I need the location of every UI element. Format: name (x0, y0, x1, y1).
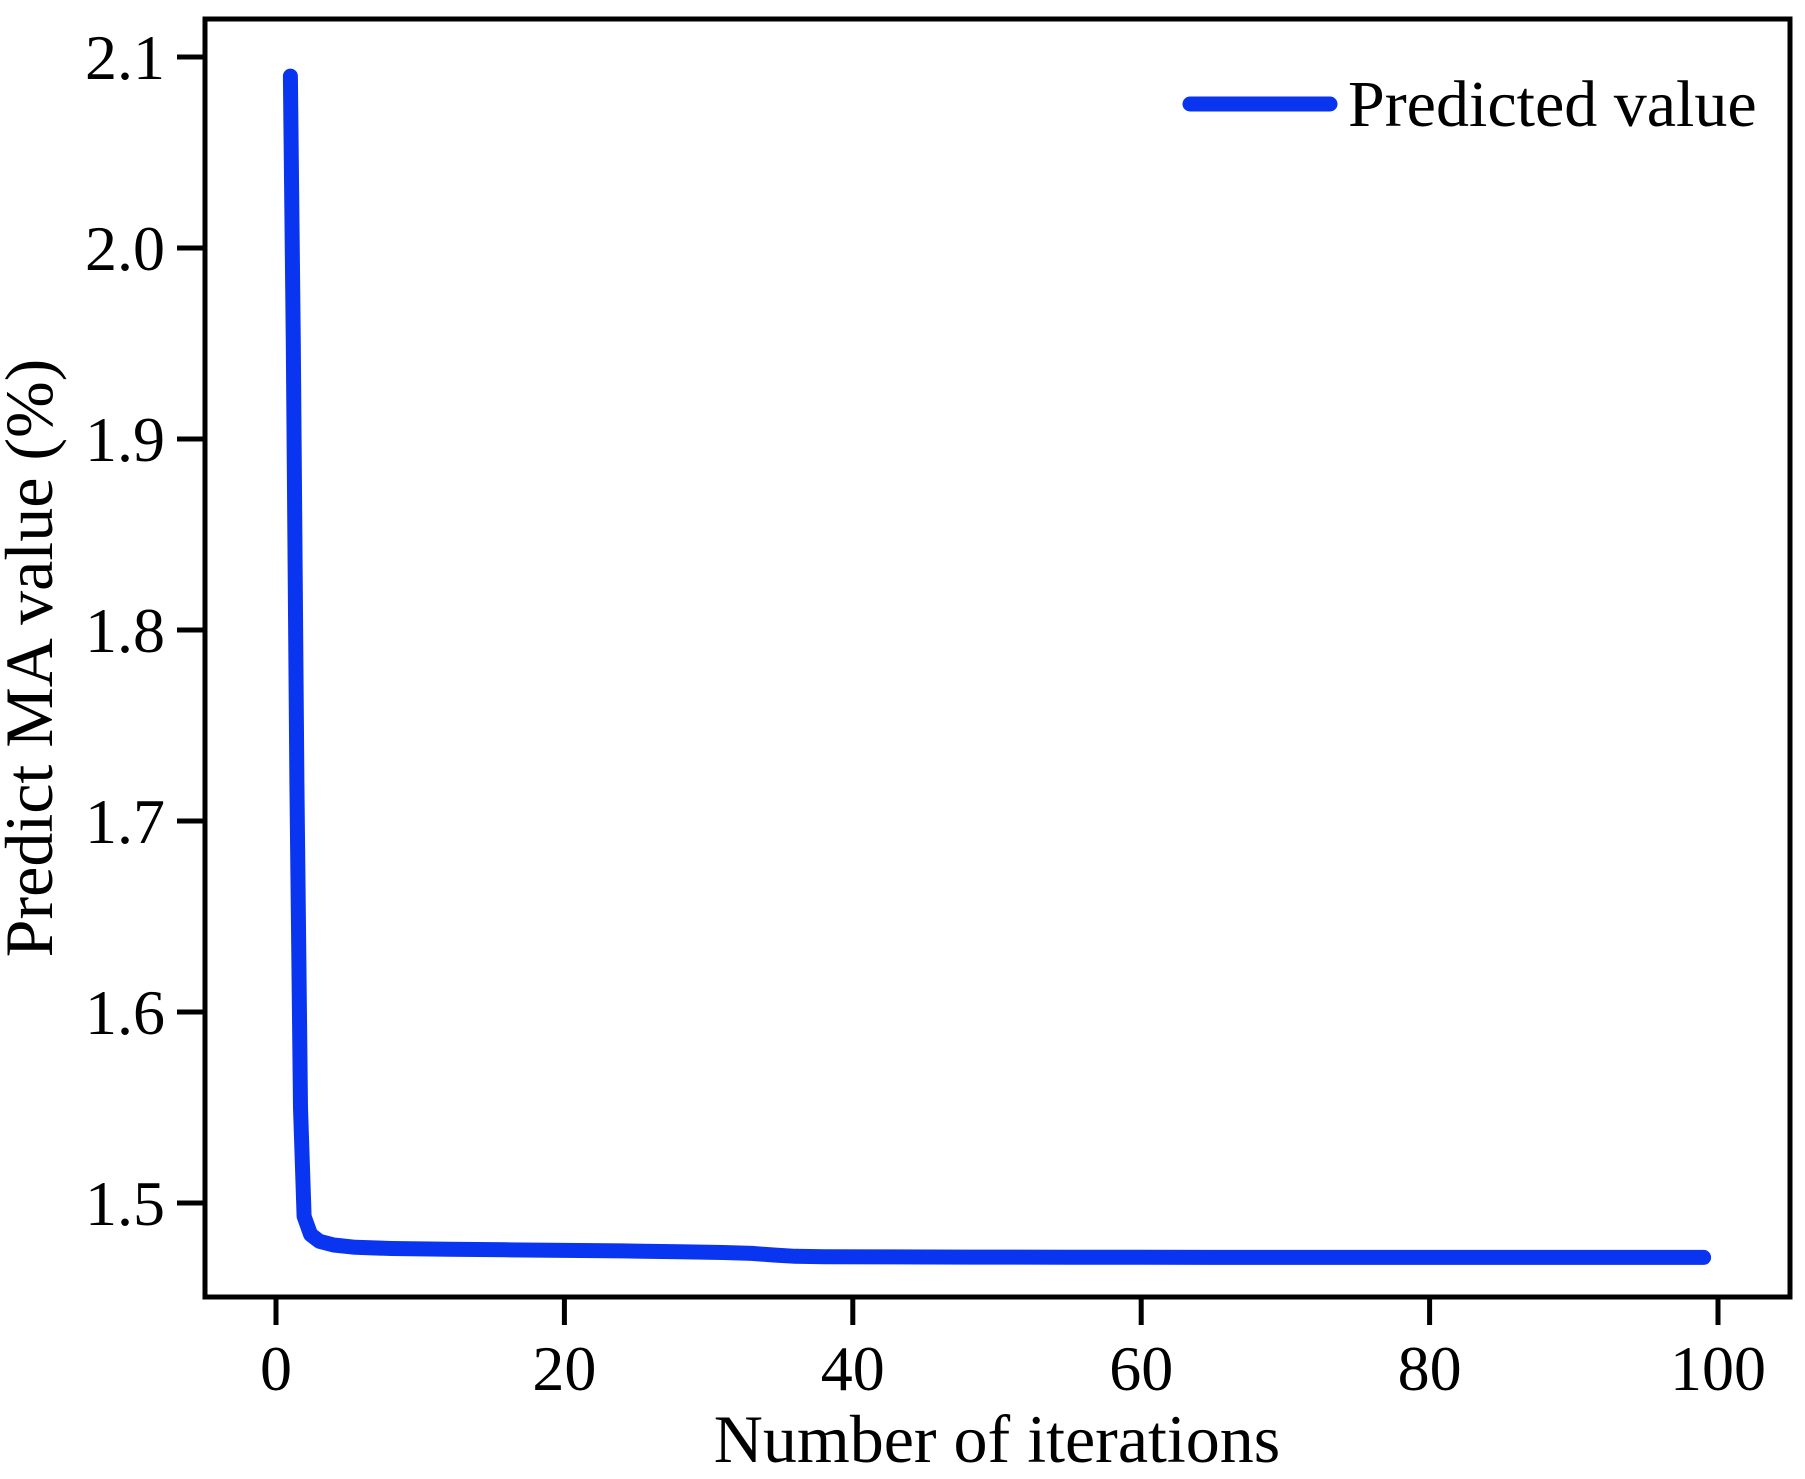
x-tick-label: 60 (1109, 1333, 1173, 1404)
y-tick-label: 1.5 (85, 1168, 165, 1239)
y-tick-label: 1.6 (85, 977, 165, 1048)
x-tick-label: 20 (532, 1333, 596, 1404)
x-axis-title: Number of iterations (714, 1401, 1281, 1477)
y-axis-title: Predict MA value (%) (0, 359, 67, 958)
y-tick-label: 1.9 (85, 404, 165, 475)
axis-tick-labels: 1.5 1.6 1.7 1.8 1.9 2.0 2.1 0 20 40 60 80 100 (85, 22, 1766, 1404)
plot-frame (202, 16, 1793, 1300)
plot-border (202, 16, 1793, 1300)
y-tick-label: 2.1 (85, 22, 165, 93)
y-tick-label: 1.7 (85, 786, 165, 857)
predicted-value-line (282, 68, 1712, 1265)
x-tick-label: 80 (1398, 1333, 1462, 1404)
x-tick-label: 100 (1670, 1333, 1766, 1404)
y-tick-label: 1.8 (85, 595, 165, 666)
legend: Predicted value (1182, 68, 1757, 141)
x-tick-label: 0 (260, 1333, 292, 1404)
legend-label: Predicted value (1348, 68, 1757, 141)
x-tick-label: 40 (821, 1333, 885, 1404)
y-tick-label: 2.0 (85, 213, 165, 284)
axis-ticks (177, 54, 1721, 1325)
